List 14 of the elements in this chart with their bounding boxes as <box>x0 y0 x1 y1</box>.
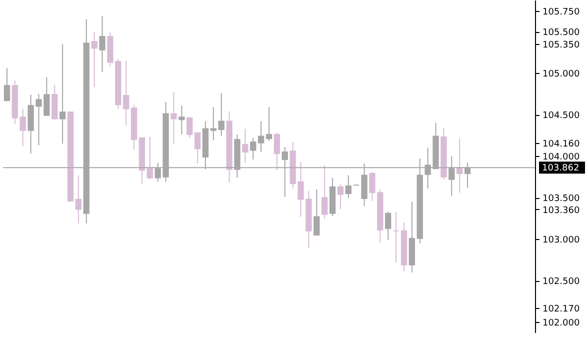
y-tick-label: 102.500 <box>542 277 580 288</box>
y-tick-label: 104.500 <box>542 111 580 122</box>
y-tick-label: 102.170 <box>542 304 580 315</box>
y-tick-label: 105.000 <box>542 70 580 80</box>
y-tick-label: 102.000 <box>542 318 580 329</box>
y-tick-label: 103.000 <box>542 236 580 246</box>
y-tick-label: 104.000 <box>542 152 580 163</box>
y-tick-label: 105.750 <box>542 7 580 18</box>
y-tick-label: 105.350 <box>542 40 580 51</box>
y-tick-label: 105.500 <box>542 28 580 38</box>
ref-line-label: 103.862 <box>542 164 580 174</box>
y-tick-label: 104.160 <box>542 139 580 150</box>
y-tick-label: 103.500 <box>542 194 580 204</box>
y-tick-label: 103.360 <box>542 206 580 216</box>
